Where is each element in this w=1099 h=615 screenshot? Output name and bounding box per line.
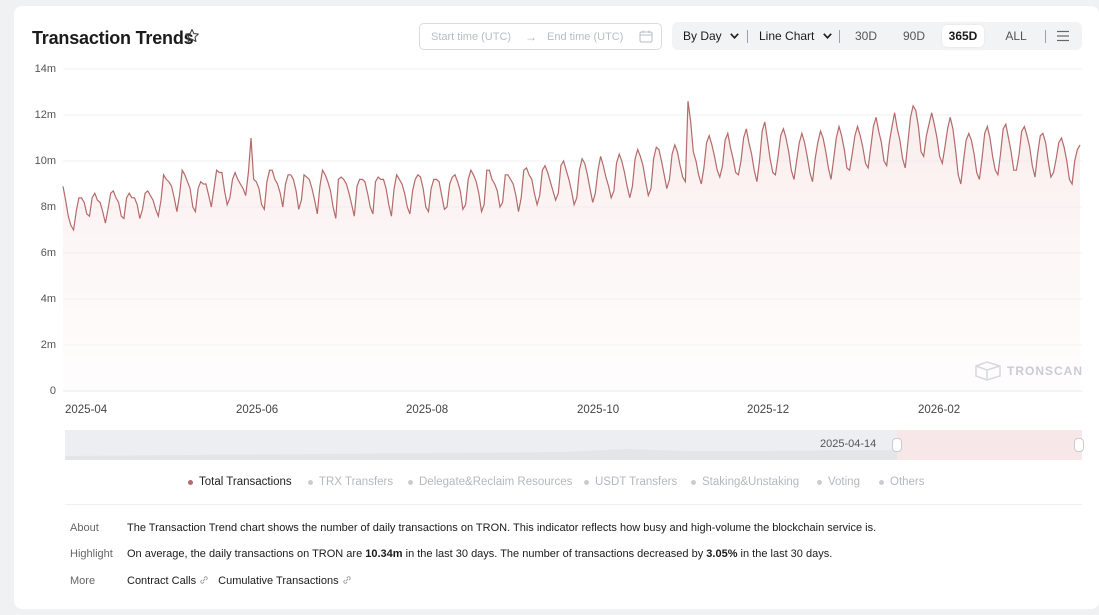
highlight-post: in the last 30 days. (737, 548, 833, 560)
x-tick-label: 2025-12 (747, 404, 790, 416)
y-tick-label: 6m (40, 247, 56, 259)
section-divider (65, 504, 1082, 505)
arrow-right-icon: → (525, 29, 537, 44)
y-tick-label: 10m (34, 155, 56, 167)
legend-label: TRX Transfers (319, 476, 394, 488)
chart-toolbar: By Day Line Chart 30D 90D 365D ALL (672, 22, 1082, 50)
x-tick-label: 2025-04 (65, 404, 108, 416)
toolbar-divider (839, 30, 840, 43)
series-line-total-transactions[interactable] (62, 101, 1081, 232)
legend-item-voting[interactable]: Voting (817, 476, 860, 488)
range-365d-button[interactable]: 365D (942, 25, 984, 47)
period-label: By Day (683, 29, 722, 43)
legend-dot (188, 479, 193, 485)
range-30d-button[interactable]: 30D (854, 29, 877, 43)
y-tick-label: 2m (40, 339, 56, 351)
legend-item-total-transactions[interactable]: Total Transactions (188, 476, 292, 488)
x-tick-label: 2025-08 (406, 404, 449, 416)
chart-type-label: Line Chart (759, 29, 815, 43)
more-links: Contract Calls Cumulative Transactions (127, 575, 352, 587)
toolbar-divider (1045, 30, 1046, 43)
series-area-total-transactions (63, 101, 1080, 391)
highlight-average-value: 10.34m (365, 548, 403, 560)
end-time-input[interactable]: End time (UTC) (547, 30, 624, 43)
star-icon[interactable] (184, 28, 200, 44)
slider-preview (65, 449, 1082, 460)
y-tick-label: 14m (34, 63, 56, 75)
link-label: Cumulative Transactions (218, 575, 339, 587)
slider-left-handle[interactable] (892, 438, 902, 452)
legend-item-others[interactable]: Others (879, 476, 925, 488)
legend-label: USDT Transfers (595, 476, 678, 488)
legend-item-usdt-transfers[interactable]: USDT Transfers (584, 476, 677, 488)
tronscan-watermark: TRONSCAN (973, 360, 1083, 382)
legend-dot (817, 479, 822, 485)
legend-label: Total Transactions (199, 476, 292, 488)
tronscan-logo-icon (975, 361, 1001, 381)
legend-dot (308, 479, 313, 485)
legend-label: Staking&Unstaking (702, 476, 800, 488)
contract-calls-link[interactable]: Contract Calls (127, 575, 209, 587)
legend-dot (408, 479, 413, 485)
highlight-mid: in the last 30 days. The number of trans… (402, 548, 707, 560)
y-tick-label: 8m (40, 201, 56, 213)
y-tick-label: 12m (34, 109, 56, 121)
slider-start-label: 2025-04-14 (820, 438, 877, 450)
highlight-label: Highlight (70, 548, 113, 560)
chevron-down-icon (822, 33, 832, 39)
legend-item-staking-unstaking[interactable]: Staking&Unstaking (691, 476, 799, 488)
highlight-pre: On average, the daily transactions on TR… (127, 548, 366, 560)
chevron-down-icon (730, 33, 739, 39)
watermark-text: TRONSCAN (1007, 364, 1083, 378)
highlight-change-percent: 3.05% (706, 548, 738, 560)
range-all-button[interactable]: ALL (1005, 29, 1027, 43)
legend-item-delegate-reclaim[interactable]: Delegate&Reclaim Resources (408, 476, 572, 488)
slider-selection[interactable] (897, 430, 1082, 460)
x-tick-label: 2026-02 (918, 404, 961, 416)
y-tick-label: 0 (49, 385, 56, 397)
legend-label: Voting (828, 476, 860, 488)
date-range-picker[interactable]: Start time (UTC) → End time (UTC) (419, 23, 662, 50)
about-label: About (70, 522, 99, 534)
toolbar-divider (747, 30, 748, 43)
legend-label: Others (890, 476, 925, 488)
menu-icon[interactable] (1056, 30, 1070, 42)
legend-dot (691, 479, 696, 485)
legend-label: Delegate&Reclaim Resources (419, 476, 573, 488)
calendar-icon[interactable] (639, 30, 653, 43)
range-90d-button[interactable]: 90D (902, 29, 925, 43)
legend-item-trx-transfers[interactable]: TRX Transfers (308, 476, 393, 488)
x-tick-label: 2025-06 (236, 404, 279, 416)
range-slider[interactable] (65, 430, 1082, 460)
link-icon (200, 576, 208, 584)
more-label: More (70, 575, 96, 587)
x-tick-label: 2025-10 (577, 404, 620, 416)
link-label: Contract Calls (127, 575, 197, 587)
legend-dot (584, 479, 589, 485)
legend-dot (879, 479, 884, 485)
slider-right-handle[interactable] (1074, 438, 1084, 452)
about-text: The Transaction Trend chart shows the nu… (127, 522, 877, 534)
page-title: Transaction Trends (32, 28, 194, 48)
start-time-input[interactable]: Start time (UTC) (431, 30, 512, 43)
period-dropdown[interactable]: By Day (683, 22, 739, 50)
y-tick-label: 4m (40, 293, 56, 305)
link-icon (342, 576, 351, 584)
cumulative-transactions-link[interactable]: Cumulative Transactions (218, 575, 351, 587)
chart-type-dropdown[interactable]: Line Chart (759, 22, 832, 50)
highlight-text: On average, the daily transactions on TR… (127, 548, 832, 560)
